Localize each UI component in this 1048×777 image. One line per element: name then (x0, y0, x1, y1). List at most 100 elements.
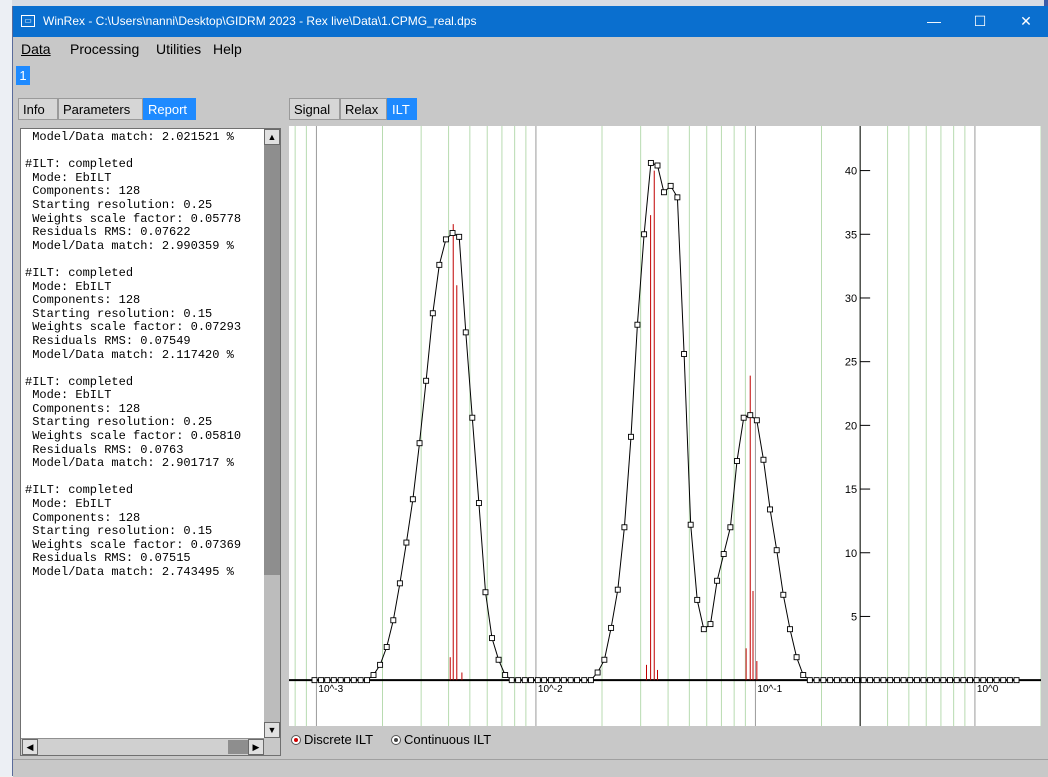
tab-report[interactable]: Report (143, 98, 196, 120)
y-tick-label: 20 (845, 420, 857, 432)
report-line: #ILT: completed (25, 157, 134, 172)
tab-relax[interactable]: Relax (340, 98, 387, 120)
x-tick-label: 10^-2 (538, 684, 563, 695)
menu-processing[interactable]: Processing (70, 41, 139, 57)
radio-discrete-ilt[interactable]: Discrete ILT (291, 732, 373, 747)
data-point-marker (714, 577, 721, 584)
menu-data[interactable]: Data (21, 41, 51, 57)
report-horizontal-scrollbar[interactable]: ◀ ▶ (21, 738, 264, 755)
data-point-marker (880, 677, 887, 684)
data-point-marker (687, 521, 694, 528)
report-line: Weights scale factor: 0.05810 (25, 429, 242, 444)
y-tick-label: 40 (845, 166, 857, 178)
data-point-marker (495, 656, 502, 663)
maximize-button[interactable]: ☐ (973, 13, 987, 29)
data-point-marker (927, 677, 934, 684)
report-line: Components: 128 (25, 293, 141, 308)
data-point-marker (753, 417, 760, 424)
menu-utilities-label: Utilities (156, 41, 202, 57)
report-text-area[interactable]: Model/Data match: 2.021521 % #ILT: compl… (20, 128, 281, 756)
tab-info[interactable]: Info (18, 98, 58, 120)
radio-unselected-icon (391, 735, 401, 745)
radio-selected-icon (291, 735, 301, 745)
report-line: Model/Data match: 2.990359 % (25, 238, 234, 253)
menu-utilities[interactable]: Utilities (156, 41, 201, 57)
scroll-left-arrow-icon[interactable]: ◀ (22, 739, 38, 755)
data-point-marker (727, 524, 734, 531)
data-point-marker (581, 677, 588, 684)
data-point-marker (720, 551, 727, 557)
data-point-marker (940, 677, 947, 684)
scroll-right-arrow-icon[interactable]: ▶ (248, 739, 264, 755)
menu-help[interactable]: Help (213, 41, 242, 57)
scroll-down-arrow-icon[interactable]: ▼ (264, 722, 280, 738)
y-tick-label: 30 (845, 293, 857, 305)
data-point-marker (853, 677, 860, 684)
menu-bar: Data Processing Utilities Help (13, 37, 1048, 62)
data-point-marker (423, 377, 430, 384)
data-point-marker (634, 321, 641, 328)
scroll-up-arrow-icon[interactable]: ▲ (264, 129, 280, 145)
x-tick-label: 10^0 (977, 684, 999, 695)
report-line: Mode: EbILT (25, 279, 112, 294)
data-point-marker (681, 351, 688, 357)
close-button[interactable]: ✕ (1020, 13, 1032, 29)
data-point-marker (628, 433, 634, 440)
report-line: Weights scale factor: 0.07369 (25, 537, 242, 552)
data-point-marker (907, 677, 914, 684)
data-point-marker (967, 677, 973, 684)
data-point-marker (806, 677, 813, 684)
data-point-marker (973, 677, 980, 684)
data-point-marker (370, 672, 377, 678)
title-bar[interactable]: ▭ WinRex - C:\Users\nanni\Desktop\GIDRM … (13, 6, 1048, 37)
report-line: Residuals RMS: 0.07622 (25, 225, 191, 240)
menu-processing-label: Processing (70, 41, 140, 57)
data-point-marker (913, 677, 920, 684)
ilt-plot[interactable]: 5 10 15 20 25 30 35 40 10^-3 10^-2 10^-1 10^0 (289, 126, 1041, 726)
report-vertical-scroll-thumb[interactable] (264, 145, 280, 575)
y-tick-label: 10 (845, 548, 857, 560)
report-line: Starting resolution: 0.15 (25, 306, 213, 321)
background-window-edge (0, 0, 12, 776)
data-point-marker (390, 617, 397, 624)
tab-parameters[interactable]: Parameters (58, 98, 143, 120)
tab-ilt[interactable]: ILT (387, 98, 417, 120)
report-line: Residuals RMS: 0.07549 (25, 333, 191, 348)
report-vertical-scrollbar[interactable]: ▲ ▼ (264, 129, 280, 738)
minimize-button[interactable]: — (927, 13, 941, 29)
data-point-marker (429, 310, 436, 317)
data-point-marker (574, 677, 581, 684)
data-point-marker (660, 189, 667, 196)
report-line: Mode: EbILT (25, 497, 112, 512)
data-point-marker (960, 677, 967, 684)
data-point-marker (311, 677, 318, 684)
data-point-marker (840, 677, 847, 684)
data-point-marker (887, 677, 894, 684)
radio-continuous-ilt[interactable]: Continuous ILT (391, 732, 491, 747)
data-point-marker (747, 412, 754, 419)
report-line: Starting resolution: 0.25 (25, 197, 213, 212)
data-point-marker (416, 440, 423, 447)
status-bar (13, 759, 1048, 777)
x-tick-label: 10^-3 (318, 684, 343, 695)
data-point-marker (813, 677, 820, 684)
tab-signal[interactable]: Signal (289, 98, 340, 120)
report-line: Residuals RMS: 0.07515 (25, 551, 191, 566)
report-line: Weights scale factor: 0.07293 (25, 320, 242, 335)
data-point-marker (820, 677, 827, 684)
report-line: Mode: EbILT (25, 170, 112, 185)
report-horizontal-scroll-thumb[interactable] (228, 740, 248, 754)
report-line: Starting resolution: 0.15 (25, 524, 213, 539)
data-point-marker (654, 162, 661, 169)
data-point-marker (587, 677, 594, 684)
data-point-marker (987, 677, 993, 684)
report-line: Model/Data match: 2.743495 % (25, 565, 234, 579)
document-tab-1[interactable]: 1 (16, 66, 30, 85)
y-tick-label: 25 (845, 357, 857, 369)
data-point-marker (780, 591, 787, 598)
report-line: #ILT: completed (25, 265, 134, 280)
ilt-chart-svg: 5 10 15 20 25 30 35 40 10^-3 10^-2 10^-1 10^0 (289, 126, 1041, 726)
report-line: Weights scale factor: 0.05778 (25, 211, 242, 226)
data-point-marker (793, 654, 800, 661)
data-point-marker (1000, 677, 1007, 684)
